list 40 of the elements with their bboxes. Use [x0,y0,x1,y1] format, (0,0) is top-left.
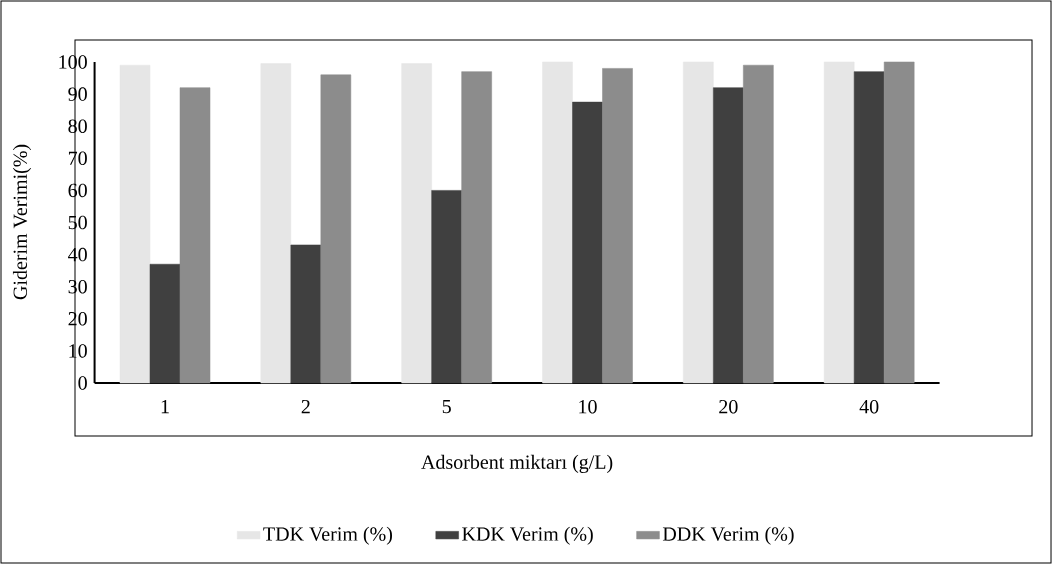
x-tick-label: 5 [442,399,451,414]
y-tick-label: 80 [68,119,87,133]
y-tick-label: 60 [68,183,87,198]
bar [713,87,744,384]
bar [290,244,322,384]
x-tick-label: 2 [301,399,310,414]
y-tick-label: 0 [78,376,87,390]
x-tick-label: 10 [579,399,597,414]
bar [461,71,492,384]
y-tick-label: 40 [68,247,87,262]
legend-label: TDK Verim (%) [263,526,393,545]
y-tick-label: 90 [68,87,87,101]
bar [883,61,915,384]
y-axis-title: Giderim Verimi(%) [12,144,32,300]
bar [683,61,714,384]
x-tick-label: 1 [161,399,169,414]
bar [401,63,432,384]
bar [320,74,352,384]
x-axis-title: Adsorbent miktarı (g/L) [421,454,613,473]
legend-label: KDK Verim (%) [462,526,593,545]
x-tick-label: 40 [859,399,879,414]
bar [853,71,885,384]
bar [572,101,603,384]
bar [119,64,151,384]
bar [260,63,292,384]
y-tick-label: 20 [68,312,87,326]
bar [179,87,211,384]
bar [602,68,633,384]
y-tick-label: 10 [69,344,87,358]
y-tick-label: 70 [68,151,87,166]
y-tick-label: 30 [68,279,87,294]
y-tick-label: 50 [68,215,87,230]
bar [743,64,774,384]
bar [431,190,462,384]
bar [542,61,573,384]
y-tick-label: 100 [59,55,87,69]
legend-label: DDK Verim (%) [662,526,794,545]
bar [149,263,181,384]
x-tick-label: 20 [719,399,738,414]
bar [823,61,855,384]
